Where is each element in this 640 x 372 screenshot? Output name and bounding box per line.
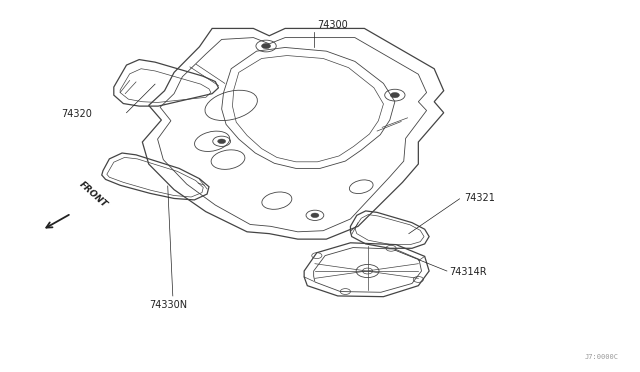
Text: FRONT: FRONT — [77, 180, 109, 210]
Circle shape — [390, 93, 399, 98]
Text: 74300: 74300 — [317, 20, 348, 30]
Circle shape — [218, 139, 226, 144]
Circle shape — [262, 44, 271, 49]
Text: 74314R: 74314R — [449, 267, 486, 277]
Text: 74320: 74320 — [61, 109, 92, 119]
Text: J7:0000C: J7:0000C — [584, 354, 618, 360]
Text: 74330N: 74330N — [148, 300, 187, 310]
Circle shape — [311, 213, 319, 218]
Text: 74321: 74321 — [465, 193, 495, 203]
